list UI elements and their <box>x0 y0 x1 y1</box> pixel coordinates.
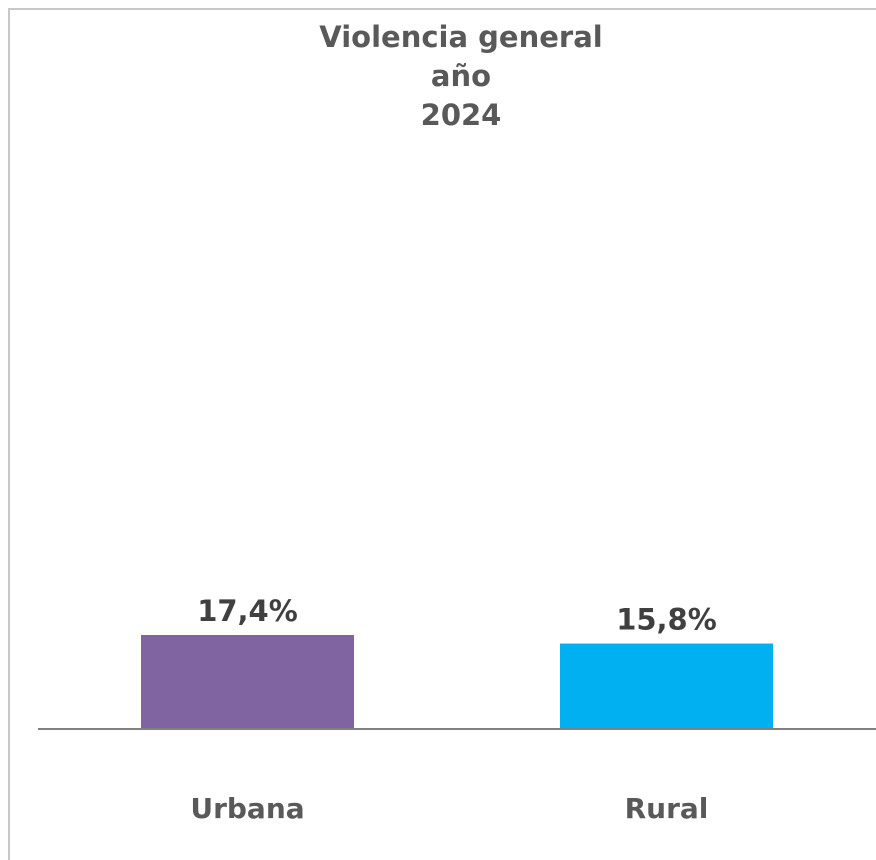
chart-title-line-1: Violencia general <box>319 20 602 54</box>
bar-urbana <box>141 635 354 728</box>
chart-title-line-2: año <box>431 59 491 93</box>
chart-title-line-3: 2024 <box>421 98 502 132</box>
category-labels: Urbana Rural <box>190 792 708 825</box>
data-label-urbana: 17,4% <box>197 594 298 628</box>
data-labels: 17,4% 15,8% <box>197 594 717 637</box>
data-label-rural: 15,8% <box>616 603 717 637</box>
chart-title: Violencia general año 2024 <box>319 20 602 132</box>
chart-frame <box>8 8 876 860</box>
bar-rural <box>560 643 773 728</box>
category-label-rural: Rural <box>625 792 709 825</box>
category-label-urbana: Urbana <box>190 792 304 825</box>
bars <box>141 635 773 728</box>
